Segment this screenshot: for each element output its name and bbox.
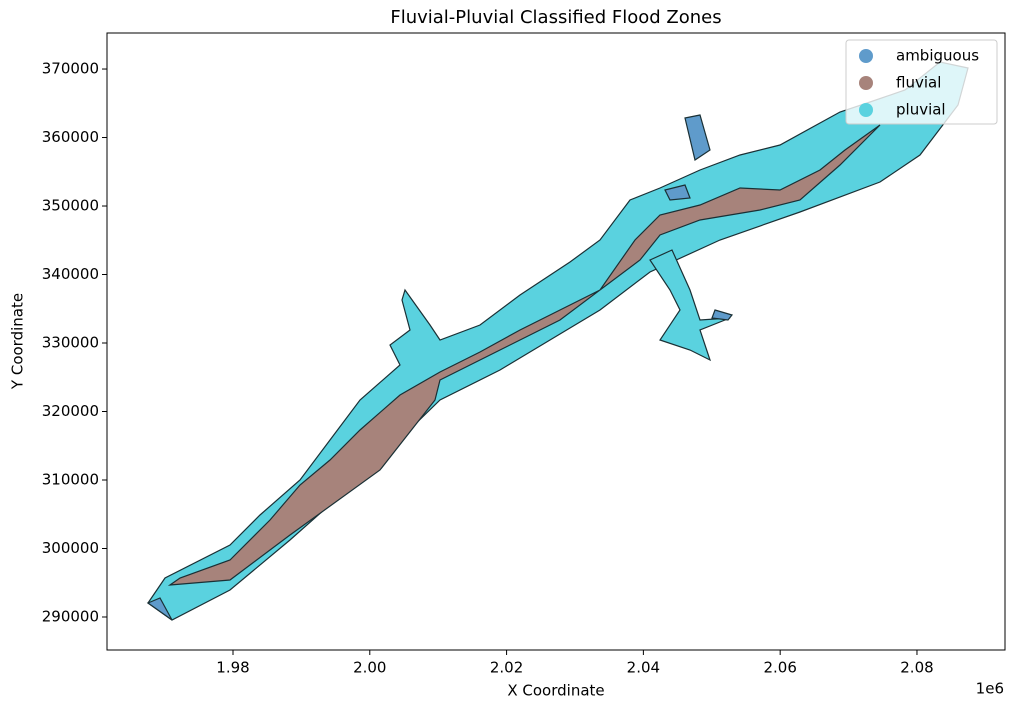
y-tick-label: 320000: [42, 402, 99, 420]
legend-label: fluvial: [896, 74, 941, 92]
legend-label: ambiguous: [896, 47, 979, 65]
x-tick-label: 2.02: [490, 659, 523, 677]
flood-zones: [146, 61, 969, 621]
y-tick-label: 340000: [42, 265, 99, 283]
legend-marker: [859, 76, 873, 90]
chart-title: Fluvial-Pluvial Classified Flood Zones: [390, 7, 721, 28]
legend-marker: [859, 49, 873, 63]
x-tick-label: 2.00: [353, 659, 386, 677]
x-tick-label: 1.98: [216, 659, 249, 677]
x-axis-label: X Coordinate: [507, 682, 604, 700]
y-tick-label: 360000: [42, 128, 99, 146]
x-tick-label: 2.08: [900, 659, 933, 677]
y-tick-label: 350000: [42, 197, 99, 215]
ambiguous-zone: [711, 309, 734, 321]
y-axis-label: Y Coordinate: [9, 293, 27, 390]
plot-frame: [106, 32, 1006, 651]
y-tick-label: 330000: [42, 334, 99, 352]
y-tick-label: 310000: [42, 470, 99, 488]
x-tick-label: 2.04: [627, 659, 660, 677]
legend-box: [845, 39, 998, 125]
fluvial-zone: [167, 124, 881, 586]
y-tick-label: 370000: [42, 60, 99, 78]
y-tick-label: 290000: [42, 607, 99, 625]
x-offset-label: 1e6: [976, 680, 1004, 698]
legend-label: pluvial: [896, 101, 946, 119]
ambiguous-zone: [146, 597, 173, 621]
legend-marker: [859, 103, 873, 117]
pluvial-zone: [649, 249, 731, 362]
y-tick-label: 300000: [42, 539, 99, 557]
ambiguous-zone: [664, 184, 691, 201]
x-tick-label: 2.06: [763, 659, 796, 677]
ambiguous-zone: [684, 114, 711, 161]
